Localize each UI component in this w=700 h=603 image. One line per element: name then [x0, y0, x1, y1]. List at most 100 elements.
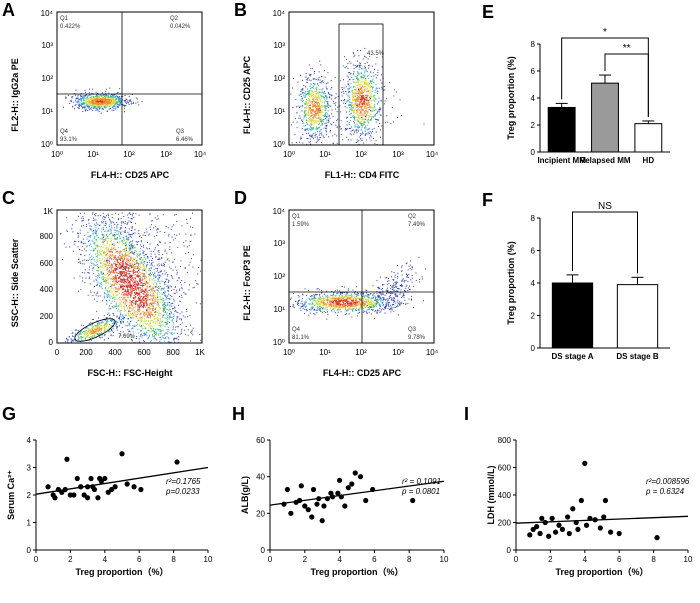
data-point-i-15: [575, 526, 581, 532]
x-tick-i-2: 4: [583, 555, 588, 564]
quadrant-q3-name-d: Q3: [408, 327, 417, 333]
y-tick-g-4: 4: [27, 436, 32, 445]
data-point-i-14: [573, 519, 579, 526]
r-squared-label-g: r²=0.1765: [166, 477, 201, 486]
flow-plot-d: FL2-H:: FoxP3 PE 10⁰ 10¹ 10² 10³ 10⁴ 10⁰…: [242, 207, 439, 378]
data-point-g-6: [64, 456, 70, 462]
data-point-i-22: [601, 514, 607, 520]
x-tick-c-2: 400: [108, 348, 122, 357]
y-tick-b-4: 10⁴: [273, 9, 286, 18]
bar-chart-f: Treg proportion (%) 0 2 4 6 8 DS stage A DS sta…: [506, 201, 670, 361]
y-tick-h-1: 20: [256, 509, 265, 518]
data-point-g-26: [131, 484, 137, 490]
plot-frame-d: [288, 209, 435, 344]
x-tick-g-4: 8: [171, 555, 176, 564]
quadrant-q2-value-d: 7.49%: [408, 222, 426, 228]
y-tick-e-4: 8: [531, 40, 536, 49]
y-axis-title-e: Treg proportion (%): [506, 56, 516, 140]
data-point-i-23: [602, 497, 609, 504]
x-tick-c-0: 0: [55, 348, 60, 357]
x-tick-d-3: 10³: [392, 348, 404, 357]
flow-plot-c: SSC-H:: Side Scatter 0 200 400 600 800 1…: [10, 207, 206, 378]
data-point-g-17: [95, 495, 101, 501]
y-tick-b-1: 10¹: [273, 107, 285, 116]
quadrant-q2-name-d: Q2: [408, 214, 417, 220]
data-point-h-7: [305, 507, 311, 513]
data-point-h-27: [410, 497, 416, 504]
x-tick-d-4: 10⁴: [426, 348, 439, 357]
data-point-h-13: [321, 503, 327, 509]
x-tick-g-2: 4: [103, 555, 108, 564]
x-tick-b-3: 10³: [392, 150, 404, 159]
y-tick-c-1: 200: [40, 312, 54, 321]
data-point-h-25: [363, 497, 369, 504]
panel-label-c: C: [2, 188, 15, 208]
y-tick-c-5: 1K: [43, 207, 53, 216]
sig-label-e-0: *: [603, 27, 607, 38]
data-point-i-12: [566, 530, 572, 537]
x-axis-title-h: Treg proportion（%）: [311, 567, 404, 577]
scatter-chart-i: LDH (mmol/L) 0 200 400 600 800 0 2 4 6 8 10 r²=0.008…: [486, 436, 693, 577]
quadrant-q4-value-a: 93.1%: [60, 137, 78, 143]
data-point-h-14: [324, 496, 331, 502]
y-tick-d-1: 10¹: [273, 305, 285, 314]
x-tick-i-0: 0: [514, 555, 519, 564]
data-point-i-0: [527, 532, 533, 538]
y-tick-e-2: 4: [531, 94, 536, 103]
density-cloud-b: [290, 47, 425, 145]
panel-label-h: H: [232, 404, 245, 424]
p-value-label-h: p = 0.0801: [401, 487, 440, 496]
data-point-h-23: [352, 470, 358, 476]
x-tick-h-5: 10: [440, 555, 449, 564]
x-tick-c-5: 1K: [195, 348, 205, 357]
quadrant-q2-name-a: Q2: [170, 16, 179, 22]
quadrant-q3-name-a: Q3: [176, 129, 185, 135]
y-axis-title-b: FL4-H:: CD25 APC: [242, 55, 252, 134]
gate-percent-b: 43.5%: [367, 51, 385, 57]
y-tick-i-4: 800: [498, 436, 512, 445]
gate-rect-b: [338, 23, 384, 146]
x-tick-a-2: 10²: [123, 150, 135, 159]
y-axis-title-g: Serum Ca²⁺: [6, 470, 16, 520]
x-tick-i-5: 10: [684, 555, 693, 564]
data-point-g-28: [174, 459, 180, 465]
x-tick-b-1: 10¹: [319, 150, 331, 159]
flow-plot-b: FL4-H:: CD25 APC 10⁰ 10¹ 10² 10³ 10⁴ 10⁰…: [242, 9, 439, 180]
data-point-i-4: [539, 515, 545, 521]
x-axis-title-a: FL4-H:: CD25 APC: [91, 170, 170, 180]
x-tick-i-4: 8: [651, 555, 656, 564]
y-axis-title-a: FL2-H:: IgG2a PE: [10, 58, 20, 132]
bar-e-2: [634, 123, 663, 153]
x-tick-a-0: 10⁰: [51, 150, 63, 159]
bar-f-0: [551, 282, 594, 349]
y-tick-i-3: 600: [498, 464, 512, 473]
quadrant-q3-value-d: 9.78%: [408, 335, 426, 341]
y-tick-i-2: 400: [498, 491, 512, 500]
y-tick-a-0: 10⁰: [41, 140, 53, 149]
data-point-i-5: [542, 519, 548, 526]
panel-label-g: G: [2, 404, 17, 424]
data-point-h-4: [296, 497, 303, 504]
x-tick-b-2: 10²: [355, 150, 367, 159]
y-tick-i-1: 200: [498, 519, 512, 528]
y-tick-f-4: 8: [531, 214, 536, 223]
data-point-g-13: [85, 495, 91, 501]
data-point-i-20: [592, 517, 598, 523]
x-tick-d-1: 10¹: [319, 348, 331, 357]
y-tick-g-3: 3: [27, 464, 32, 473]
sig-bracket-f-0: [572, 211, 638, 274]
data-point-h-6: [302, 503, 308, 509]
svg-text:SSC-H:: Side Scatter: SSC-H:: Side Scatter: [10, 238, 20, 327]
y-tick-b-0: 10⁰: [273, 140, 285, 149]
x-tick-b-4: 10⁴: [426, 150, 439, 159]
x-tick-g-3: 6: [137, 555, 142, 564]
panel-label-d: D: [234, 188, 247, 208]
category-label-e-1: Relapsed MM: [579, 156, 630, 165]
x-tick-b-0: 10⁰: [283, 150, 295, 159]
data-point-i-16: [578, 497, 584, 504]
data-point-h-2: [288, 510, 294, 516]
x-tick-d-2: 10²: [355, 348, 367, 357]
x-tick-h-1: 2: [303, 555, 308, 564]
data-point-g-16: [91, 486, 98, 493]
